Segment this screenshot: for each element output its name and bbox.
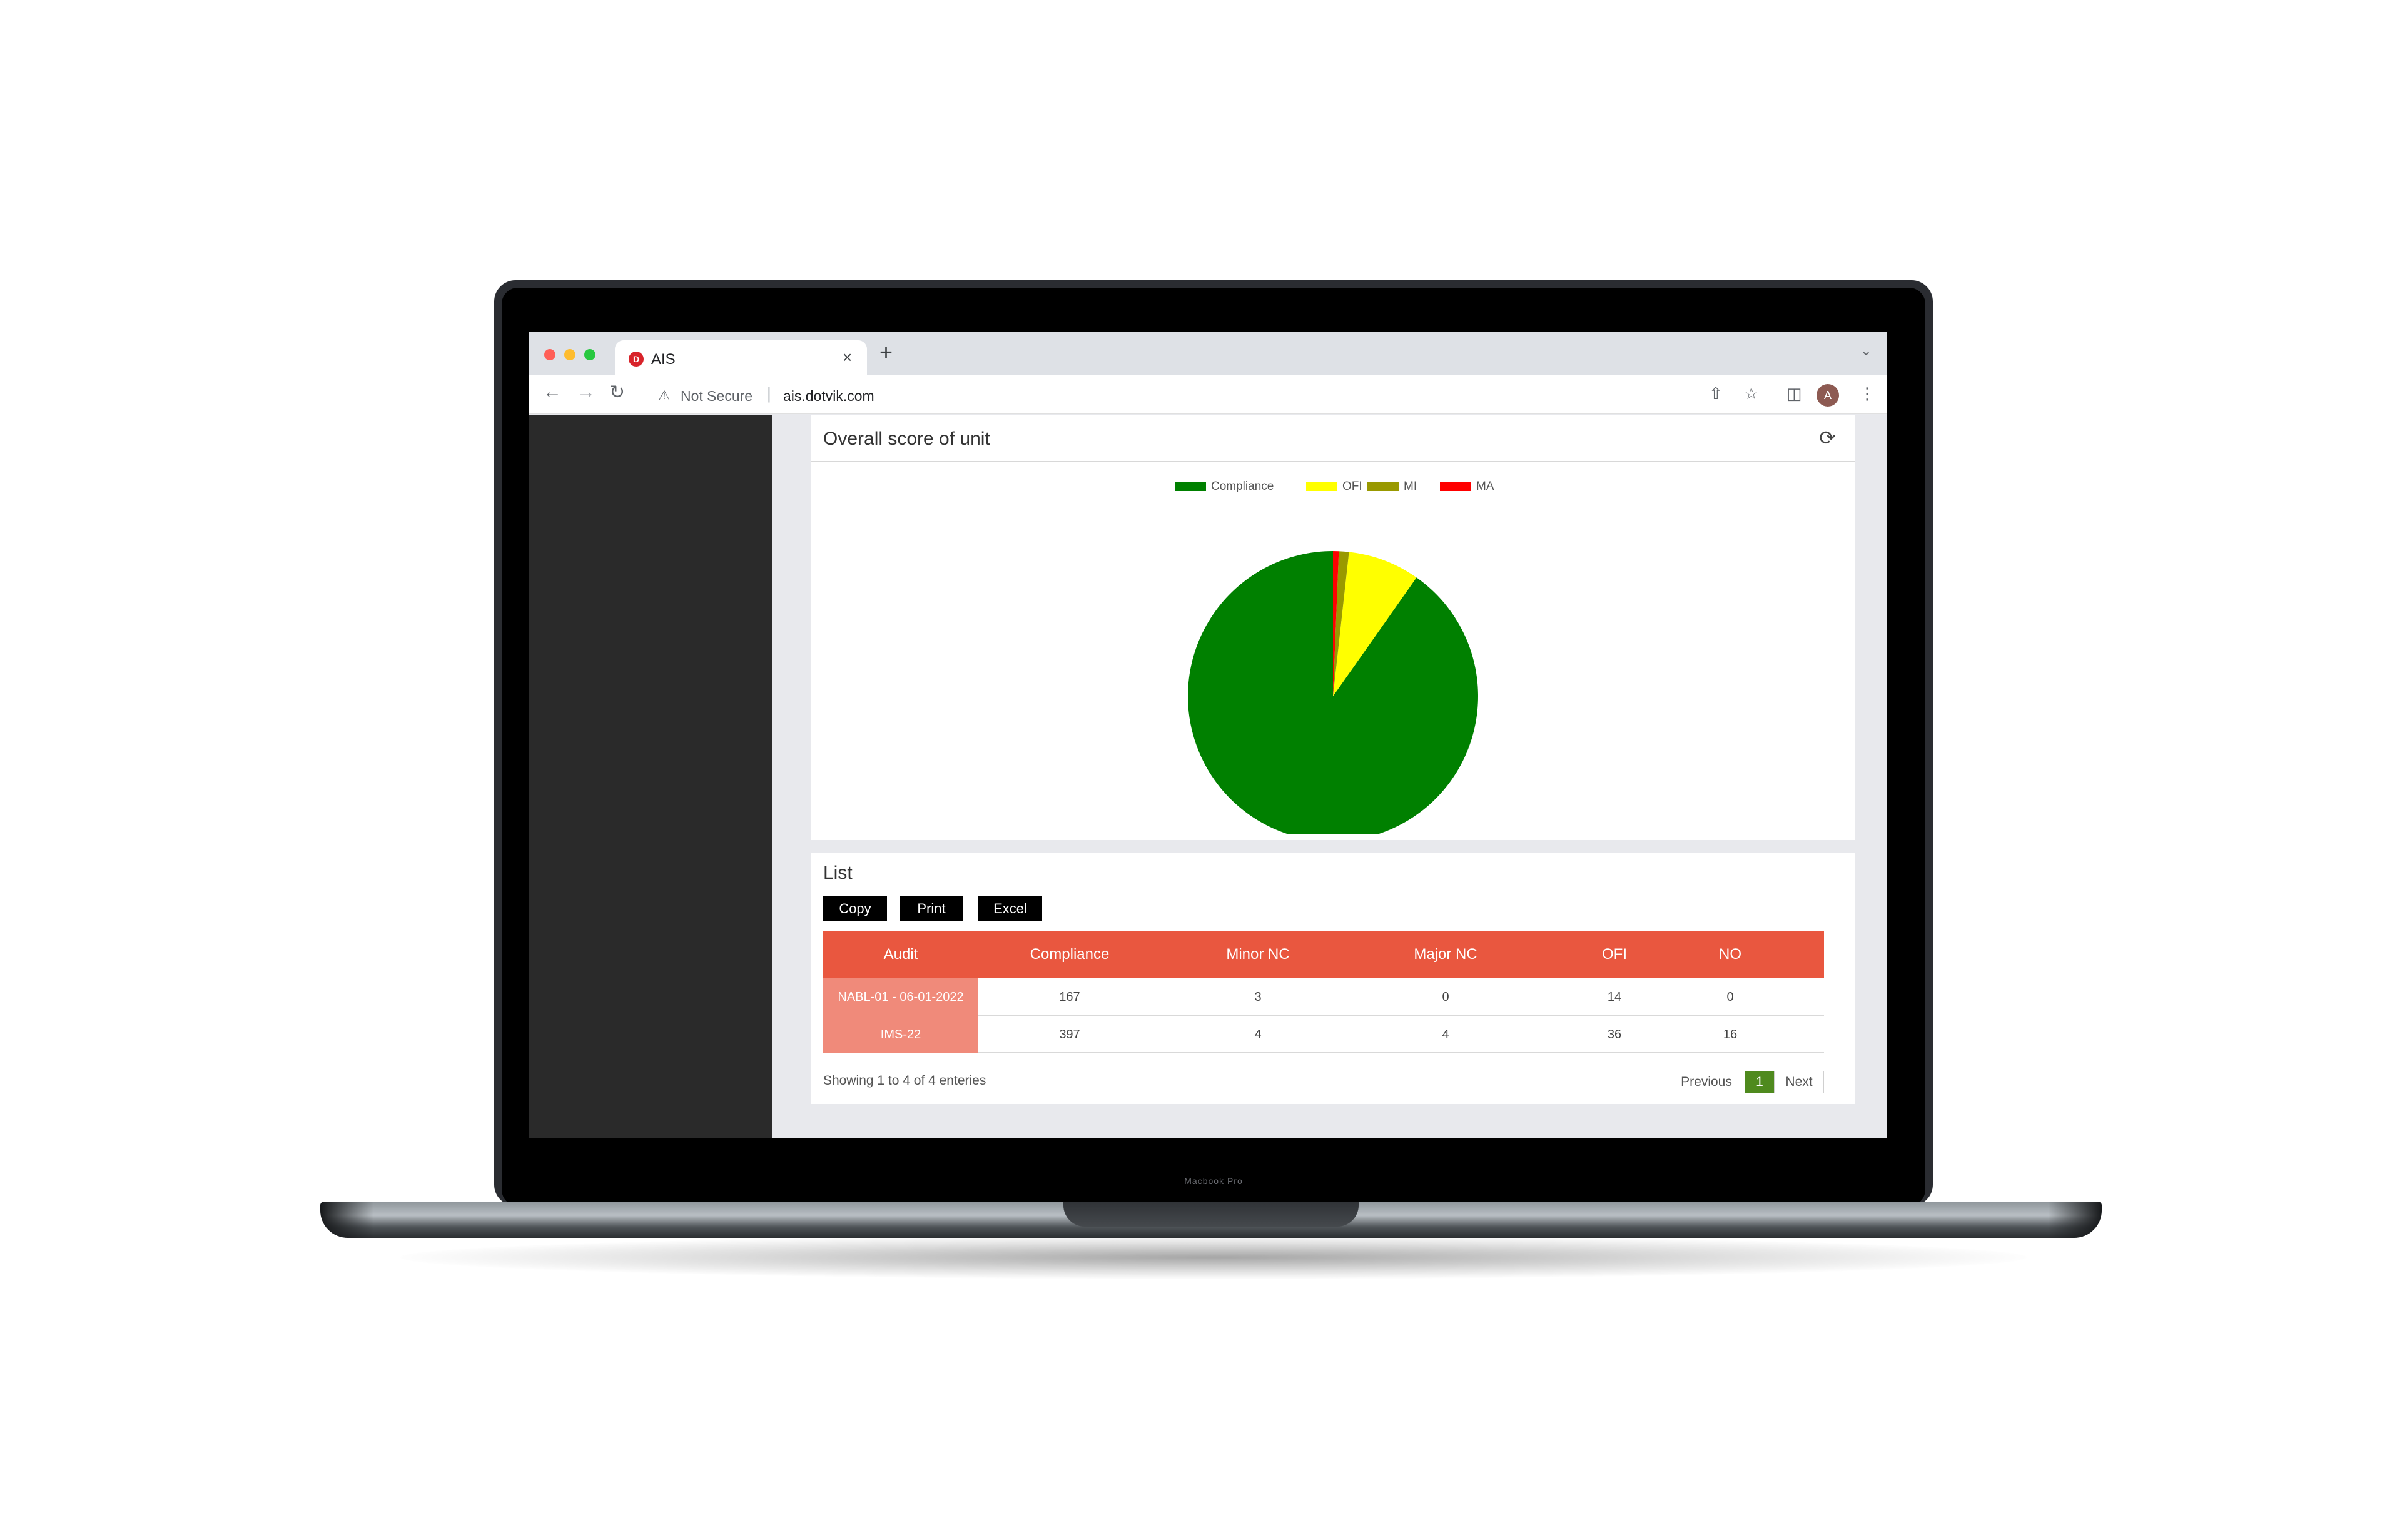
column-header-no[interactable]: NO (1719, 946, 1741, 963)
not-secure-label[interactable]: Not Secure (681, 388, 753, 404)
legend-swatch-compliance[interactable] (1175, 482, 1206, 491)
warning-icon[interactable]: ⚠ (658, 388, 671, 403)
pie-slice-ma[interactable] (1333, 551, 1339, 696)
list-card: List Copy Print Excel Audit Compliance M… (811, 853, 1855, 1104)
laptop-notch (1063, 1202, 1359, 1227)
window-close-dot[interactable] (544, 349, 555, 360)
page-1-button[interactable]: 1 (1745, 1071, 1774, 1093)
legend-swatch-mi[interactable] (1367, 482, 1399, 491)
pie-slice-mi[interactable] (1333, 551, 1349, 696)
column-header-minor-nc[interactable]: Minor NC (1226, 946, 1290, 963)
legend-swatch-ma[interactable] (1440, 482, 1471, 491)
screen: D AIS × + ⌄ ← → ↻ ⚠ Not Secure | ais.dot… (529, 332, 1887, 1138)
table-row: IMS-22 397 4 4 36 16 (823, 1016, 1824, 1053)
table-cell: 0 (1726, 990, 1734, 1004)
pie-slice-compliance[interactable] (1188, 551, 1478, 834)
legend-label-ma[interactable]: MA (1476, 480, 1494, 493)
legend-swatch-ofi[interactable] (1306, 482, 1337, 491)
tab-strip: D AIS × + ⌄ (529, 332, 1887, 375)
next-page-button[interactable]: Next (1774, 1071, 1824, 1093)
table-cell: 3 (1254, 990, 1262, 1004)
legend-label-mi[interactable]: MI (1404, 480, 1417, 493)
refresh-icon[interactable]: ⟳ (1819, 427, 1836, 449)
pie-chart (1188, 551, 1478, 834)
reload-icon[interactable]: ↻ (609, 382, 626, 403)
profile-avatar[interactable]: A (1817, 384, 1839, 407)
copy-button[interactable]: Copy (823, 896, 887, 921)
table-row: NABL-01 - 06-01-2022 167 3 0 14 0 (823, 978, 1824, 1016)
column-header-audit[interactable]: Audit (883, 946, 918, 963)
audit-cell: IMS-22 (823, 1016, 978, 1053)
chart-card-header: Overall score of unit ⟳ (811, 415, 1855, 462)
chart-title: Overall score of unit (823, 428, 990, 449)
print-button[interactable]: Print (900, 896, 963, 921)
tab-title: AIS (651, 351, 676, 368)
back-arrow-icon[interactable]: ← (543, 382, 562, 402)
table-cell: 16 (1723, 1028, 1738, 1041)
table-cell: 4 (1254, 1028, 1262, 1041)
url-separator: | (767, 384, 771, 403)
chart-card: Overall score of unit ⟳ Compliance OFI MI M… (811, 415, 1855, 840)
side-panel-icon[interactable]: ◫ (1786, 384, 1802, 403)
column-header-compliance[interactable]: Compliance (1030, 946, 1110, 963)
column-header-ofi[interactable]: OFI (1602, 946, 1627, 963)
browser-tab[interactable]: D AIS × (615, 340, 867, 375)
audit-cell: NABL-01 - 06-01-2022 (823, 978, 978, 1016)
legend-label-compliance[interactable]: Compliance (1211, 480, 1274, 493)
table-cell: 36 (1607, 1028, 1622, 1041)
column-header-major-nc[interactable]: Major NC (1414, 946, 1477, 963)
table-cell: 167 (1059, 990, 1080, 1004)
app-sidebar (529, 415, 772, 1138)
table-cell: 0 (1442, 990, 1449, 1004)
new-tab-icon[interactable]: + (879, 339, 893, 365)
table-header: Audit Compliance Minor NC Major NC OFI N… (823, 931, 1824, 978)
table-cell: 14 (1607, 990, 1622, 1004)
forward-arrow-icon[interactable]: → (577, 382, 595, 402)
list-title: List (823, 863, 853, 883)
table-cell: 397 (1059, 1028, 1080, 1041)
tab-close-icon[interactable]: × (843, 348, 853, 367)
excel-button[interactable]: Excel (978, 896, 1042, 921)
laptop-shadow (400, 1235, 2027, 1279)
laptop-model-label: Macbook Pro (1184, 1176, 1243, 1186)
tab-search-chevron-icon[interactable]: ⌄ (1860, 343, 1872, 358)
bookmark-star-icon[interactable]: ☆ (1744, 384, 1759, 403)
address-bar[interactable]: ais.dotvik.com (783, 388, 874, 404)
previous-page-button[interactable]: Previous (1668, 1071, 1745, 1093)
window-maximize-dot[interactable] (584, 349, 595, 360)
pie-slice-ofi[interactable] (1333, 552, 1417, 696)
browser-toolbar: ← → ↻ ⚠ Not Secure | ais.dotvik.com ⇧ ☆ … (529, 375, 1887, 414)
chart-legend: Compliance OFI MI MA (811, 477, 1855, 496)
kebab-menu-icon[interactable]: ⋮ (1859, 384, 1875, 403)
favicon-icon: D (629, 352, 644, 367)
table-cell: 4 (1442, 1028, 1449, 1041)
window-minimize-dot[interactable] (564, 349, 575, 360)
legend-label-ofi[interactable]: OFI (1342, 480, 1362, 493)
main-content: Overall score of unit ⟳ Compliance OFI MI M… (772, 415, 1887, 1138)
share-icon[interactable]: ⇧ (1709, 384, 1723, 403)
table-info: Showing 1 to 4 of 4 enteries (823, 1073, 986, 1088)
